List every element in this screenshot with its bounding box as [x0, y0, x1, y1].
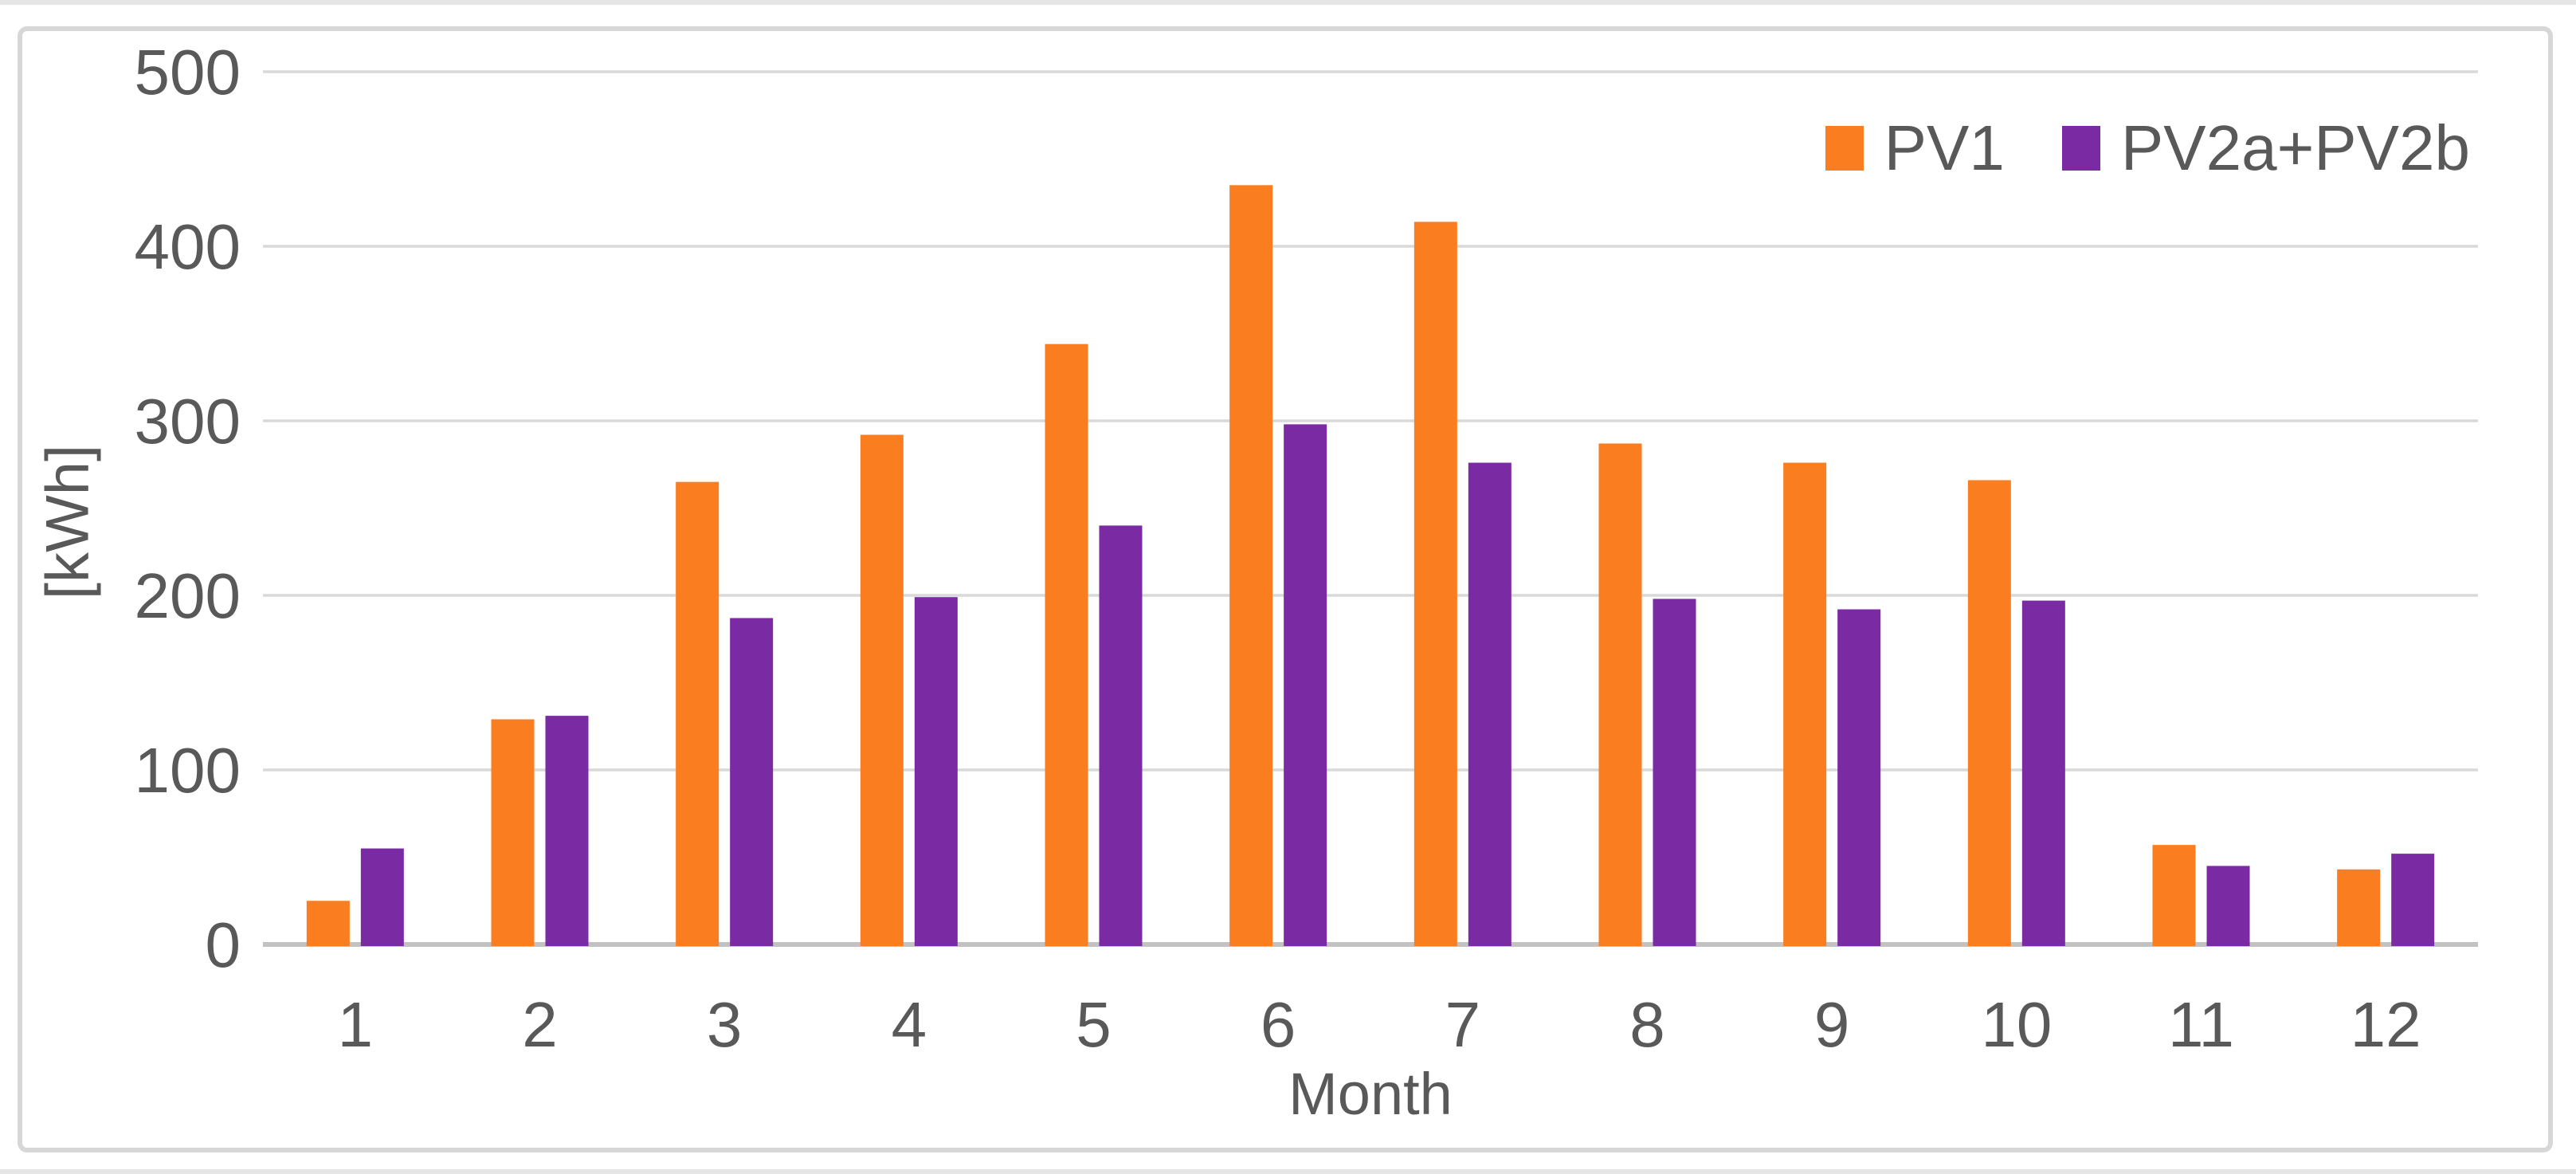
bar-pv2apv2b-month-2: [545, 716, 589, 946]
bar-pv2apv2b-month-10: [2021, 600, 2065, 946]
x-tick-label-11: 11: [2168, 989, 2234, 1060]
legend-label-pv1: PV1: [1884, 112, 2005, 183]
y-tick-label-0: 0: [206, 909, 241, 980]
bar-pv1-month-7: [1413, 222, 1457, 947]
image-bottom-edge: [0, 1169, 2576, 1174]
bar-pv2apv2b-month-9: [1837, 609, 1881, 946]
bar-pv1-month-9: [1783, 462, 1827, 946]
y-tick-label-200: 200: [135, 560, 241, 631]
bar-pv1-month-8: [1598, 443, 1642, 946]
x-tick-label-6: 6: [1261, 989, 1296, 1060]
x-tick-label-4: 4: [892, 989, 927, 1060]
x-tick-label-12: 12: [2351, 989, 2421, 1060]
bar-pv2apv2b-month-8: [1653, 599, 1696, 946]
image-top-edge: [0, 0, 2576, 5]
bar-pv1-month-12: [2337, 869, 2381, 946]
y-tick-label-300: 300: [135, 386, 241, 457]
legend-label-pv2: PV2a+PV2b: [2120, 112, 2470, 183]
bar-pv1-month-10: [1967, 480, 2011, 946]
bar-pv1-month-5: [1045, 344, 1088, 946]
bar-pv1-month-1: [306, 901, 350, 946]
bar-pv2apv2b-month-5: [1099, 525, 1143, 946]
x-axis-title: Month: [1288, 1061, 1453, 1127]
bar-pv2apv2b-month-12: [2391, 854, 2435, 946]
bar-pv1-month-3: [676, 481, 719, 946]
bar-pv2apv2b-month-6: [1284, 424, 1327, 946]
bar-pv1-month-11: [2152, 845, 2196, 946]
legend-item-pv1: PV1: [1825, 112, 2005, 185]
legend: PV1 PV2a+PV2b: [1825, 112, 2470, 185]
x-tick-label-1: 1: [338, 989, 374, 1060]
x-tick-label-10: 10: [1981, 989, 2052, 1060]
bar-pv2apv2b-month-4: [914, 597, 958, 946]
y-tick-label-500: 500: [135, 37, 241, 108]
x-tick-label-5: 5: [1076, 989, 1112, 1060]
x-tick-label-2: 2: [522, 989, 558, 1060]
y-tick-label-400: 400: [135, 211, 241, 282]
legend-swatch-pv1: [1825, 126, 1864, 171]
bar-pv1-month-2: [491, 719, 535, 946]
y-tick-label-100: 100: [135, 735, 241, 806]
x-tick-label-9: 9: [1814, 989, 1850, 1060]
x-tick-label-3: 3: [707, 989, 743, 1060]
y-axis-title: [kWh]: [33, 444, 102, 600]
legend-item-pv2: PV2a+PV2b: [2061, 112, 2470, 185]
x-tick-label-8: 8: [1629, 989, 1665, 1060]
bar-pv2apv2b-month-7: [1468, 462, 1511, 946]
bar-pv1-month-4: [860, 434, 904, 946]
x-tick-label-7: 7: [1445, 989, 1481, 1060]
bar-pv2apv2b-month-1: [360, 848, 404, 946]
bar-pv2apv2b-month-3: [730, 618, 774, 946]
legend-swatch-pv2: [2061, 126, 2100, 171]
bar-pv2apv2b-month-11: [2206, 866, 2250, 946]
bar-pv1-month-6: [1229, 185, 1273, 947]
